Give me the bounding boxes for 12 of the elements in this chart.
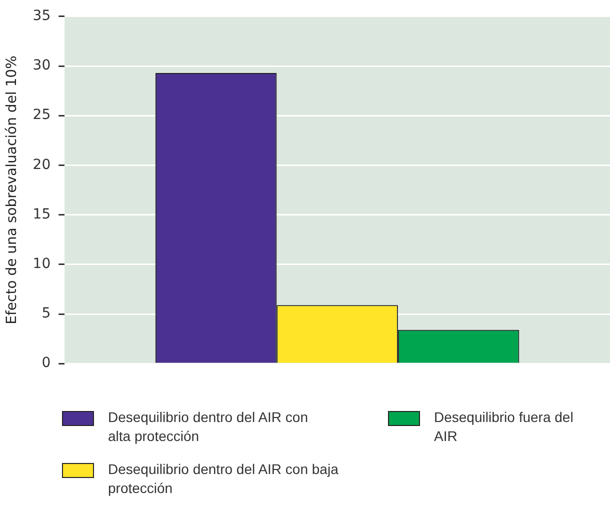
legend-label: Desequilibrio dentro del AIR con alta protección — [108, 408, 310, 446]
y-tick-label: 35 — [32, 8, 51, 24]
y-tick-label: 10 — [32, 256, 51, 272]
y-tick-label: 0 — [42, 355, 51, 372]
y-axis-title: Efecto de una sobrevaluación del 10% — [4, 56, 20, 324]
y-tick-label: 5 — [42, 306, 51, 322]
legend-label: Desequilibrio fuera del AIR — [434, 408, 574, 446]
y-tick-label: 30 — [32, 58, 51, 74]
y-tick-label: 20 — [32, 156, 51, 173]
y-tick-label: 15 — [32, 206, 51, 222]
legend-label: Desequilibrio dentro del AIR con baja protección — [108, 460, 340, 498]
y-tick-label: 25 — [32, 107, 51, 124]
